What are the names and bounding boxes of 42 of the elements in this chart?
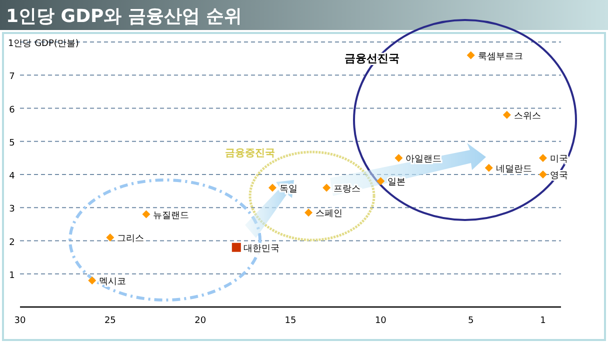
point (466, 51, 475, 60)
series-label: 독일 (279, 184, 298, 194)
series-label: 스페인 (316, 209, 343, 220)
point (268, 184, 276, 192)
series-label: 멕시코 (99, 277, 126, 287)
point (88, 276, 96, 284)
y-tick-label: 6 (9, 105, 16, 116)
y-tick-label: 5 (9, 138, 15, 148)
x-tick-label: 10 (374, 316, 387, 326)
x-tick-label: 25 (104, 316, 116, 326)
point (484, 164, 493, 172)
point (106, 233, 114, 242)
x-tick-label: 15 (284, 316, 296, 326)
y-axis-title: 1인당 GDP(만불) (8, 39, 79, 49)
series-label: 대한민국 (243, 244, 280, 254)
point (322, 184, 331, 192)
point (142, 210, 150, 218)
point (538, 170, 547, 178)
annotation: 금융중진국 (225, 148, 275, 159)
y-tick-label: 1 (9, 270, 15, 281)
point (304, 208, 313, 217)
point (232, 242, 241, 252)
point (394, 154, 403, 162)
y-tick-label: 4 (9, 172, 16, 182)
x-tick-label: 20 (194, 316, 206, 326)
series-label: 뉴질랜드 (153, 210, 190, 221)
series-label: 네덜란드 (496, 164, 532, 174)
series-label: 스위스 (514, 111, 541, 122)
y-tick-label: 7 (9, 72, 15, 82)
x-tick-label: 5 (468, 316, 474, 326)
series-label: 일본 (388, 178, 406, 188)
chart-title: 1인당 GDP와 금융산업 순위 (6, 6, 242, 27)
point (538, 154, 547, 162)
y-tick-label: 2 (9, 238, 15, 248)
series-label: 아일랜드 (406, 154, 442, 164)
series-label: 룩셈부르크 (478, 52, 523, 62)
point (376, 177, 385, 186)
y-tick-label: 3 (9, 204, 15, 215)
x-tick-label: 30 (14, 316, 26, 326)
series-label: 프랑스 (334, 184, 361, 194)
x-tick-label: 1 (540, 316, 546, 326)
point (502, 110, 511, 119)
